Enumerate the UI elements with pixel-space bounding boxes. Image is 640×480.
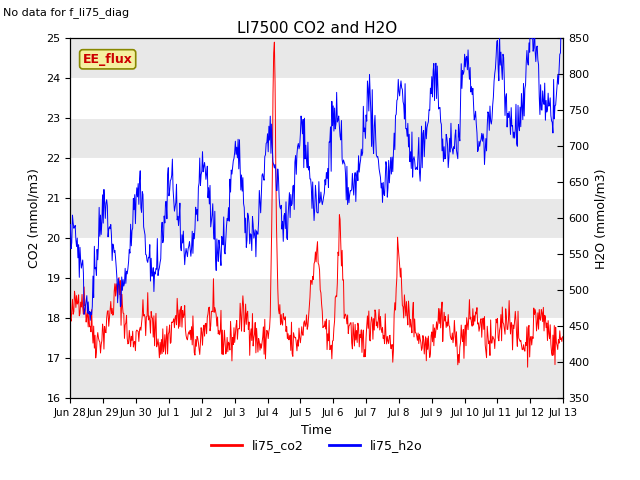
Title: LI7500 CO2 and H2O: LI7500 CO2 and H2O	[237, 21, 397, 36]
Bar	[70, 318, 563, 359]
Bar	[70, 158, 563, 198]
Bar	[70, 78, 563, 119]
Text: No data for f_li75_diag: No data for f_li75_diag	[3, 7, 129, 18]
Bar	[70, 239, 563, 278]
X-axis label: Time: Time	[301, 424, 332, 437]
Legend: li75_co2, li75_h2o: li75_co2, li75_h2o	[206, 434, 428, 457]
Text: EE_flux: EE_flux	[83, 53, 132, 66]
Y-axis label: H2O (mmol/m3): H2O (mmol/m3)	[595, 168, 608, 269]
Y-axis label: CO2 (mmol/m3): CO2 (mmol/m3)	[28, 168, 41, 268]
